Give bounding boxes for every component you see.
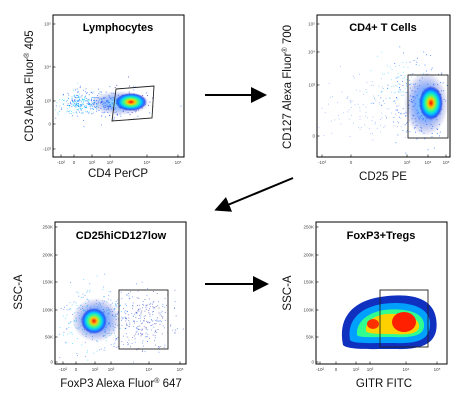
y-tick-label: 50K xyxy=(45,335,53,340)
x-tick-label: 10⁴ xyxy=(425,160,432,165)
x-tick-label: 10⁵ xyxy=(443,160,450,165)
x-tick-label: 10³ xyxy=(108,367,115,372)
x-tick-label: 10³ xyxy=(107,160,114,165)
plot-lymphocytes: Lymphocytes 10⁵ 10⁴ 10³ 0 -10³ -10² 0 10² 10³ 10⁴… xyxy=(23,14,185,180)
y-tick-label: 200K xyxy=(42,253,53,258)
density-core-1 xyxy=(115,93,147,111)
gate-4 xyxy=(379,289,429,348)
x-tick-label: 10² xyxy=(92,367,99,372)
density-core-2 xyxy=(419,86,443,120)
y-tick-label: 0 xyxy=(311,360,314,365)
y-tick-label: 10⁵ xyxy=(308,22,315,27)
x-tick-label: 0 xyxy=(350,160,353,165)
density-peak-a-4 xyxy=(392,312,416,332)
plot-title-2: CD4+ T Cells xyxy=(349,22,417,34)
y-tick-label: 0 xyxy=(312,134,315,139)
x-axis-label-4: GITR FITC xyxy=(356,378,412,390)
x-tick-label: 10² xyxy=(353,367,360,372)
x-axis-label-3: FoxP3 Alexa Fluor® 647 xyxy=(60,377,182,390)
x-tick-label: -10² xyxy=(316,367,325,372)
density-core-3 xyxy=(81,308,107,334)
plot-frame-1 xyxy=(52,14,185,158)
x-tick-label: 10³ xyxy=(367,367,374,372)
x-tick-label: 10⁴ xyxy=(403,367,410,372)
events-4 xyxy=(341,295,437,350)
x-tick-label: -10² xyxy=(57,160,66,165)
gate-1 xyxy=(111,85,155,122)
plot-cd25hi-cd127low: CD25hiCD127low 250K 200K 150K 100K 50K 0 -10² 0… xyxy=(13,221,187,390)
plot-title-1: Lymphocytes xyxy=(83,22,154,34)
y-tick-label: 10⁵ xyxy=(44,22,51,27)
x-tick-label: -10³ xyxy=(318,160,327,165)
x-tick-label: 10⁴ xyxy=(146,367,153,372)
x-tick-label: 0 xyxy=(335,367,338,372)
y-tick-label: 150K xyxy=(303,280,314,285)
y-tick-label: 10³ xyxy=(44,99,51,104)
x-tick-label: 10³ xyxy=(404,160,411,165)
x-tick-label: 10⁵ xyxy=(177,367,184,372)
plot-frame-3 xyxy=(54,221,187,365)
y-tick-label: 100K xyxy=(42,308,53,313)
plot-title-4: FoxP3+Tregs xyxy=(347,230,416,242)
y-tick-label: 150K xyxy=(42,280,53,285)
y-axis-label-1: CD3 Alexa Fluor® 405 xyxy=(23,30,36,141)
y-tick-label: 10³ xyxy=(308,83,315,88)
y-tick-label: 100K xyxy=(303,308,314,313)
plot-title-3: CD25hiCD127low xyxy=(76,230,167,242)
x-tick-label: 10⁵ xyxy=(434,367,441,372)
y-tick-label: 0 xyxy=(48,122,51,127)
y-axis-label-3: SSC-A xyxy=(13,274,25,309)
y-tick-label: 10⁴ xyxy=(308,50,315,55)
x-axis-label-1: CD4 PerCP xyxy=(88,168,148,180)
x-tick-label: 0 xyxy=(75,367,78,372)
x-tick-label: -10² xyxy=(59,367,68,372)
arrow-diagonal xyxy=(214,177,294,212)
x-axis-label-2: CD25 PE xyxy=(359,171,407,183)
y-tick-label: 0 xyxy=(50,360,53,365)
y-axis-label-2: CD127 Alexa Fluor® 700 xyxy=(281,25,294,149)
y-tick-label: 200K xyxy=(303,253,314,258)
x-tick-label: 10⁴ xyxy=(144,160,151,165)
y-axis-label-4: SSC-A xyxy=(282,275,294,310)
x-tick-label: 10² xyxy=(89,160,96,165)
y-tick-label: 50K xyxy=(306,335,314,340)
x-tick-label: 10⁵ xyxy=(175,160,182,165)
y-tick-label: 10⁴ xyxy=(44,65,51,70)
y-tick-label: -10³ xyxy=(43,147,52,152)
x-tick-label: 0 xyxy=(73,160,76,165)
y-tick-label: 250K xyxy=(303,225,314,230)
density-peak-b-4 xyxy=(367,319,379,329)
gate-3 xyxy=(118,289,169,350)
y-tick-label: 250K xyxy=(42,225,53,230)
gate-2 xyxy=(407,74,449,139)
plot-cd4-t-cells: CD4+ T Cells 10⁵ 10⁴ 10³ 0 -10³ 0 10³ 10⁴ 10⁵ CD… xyxy=(281,14,451,183)
